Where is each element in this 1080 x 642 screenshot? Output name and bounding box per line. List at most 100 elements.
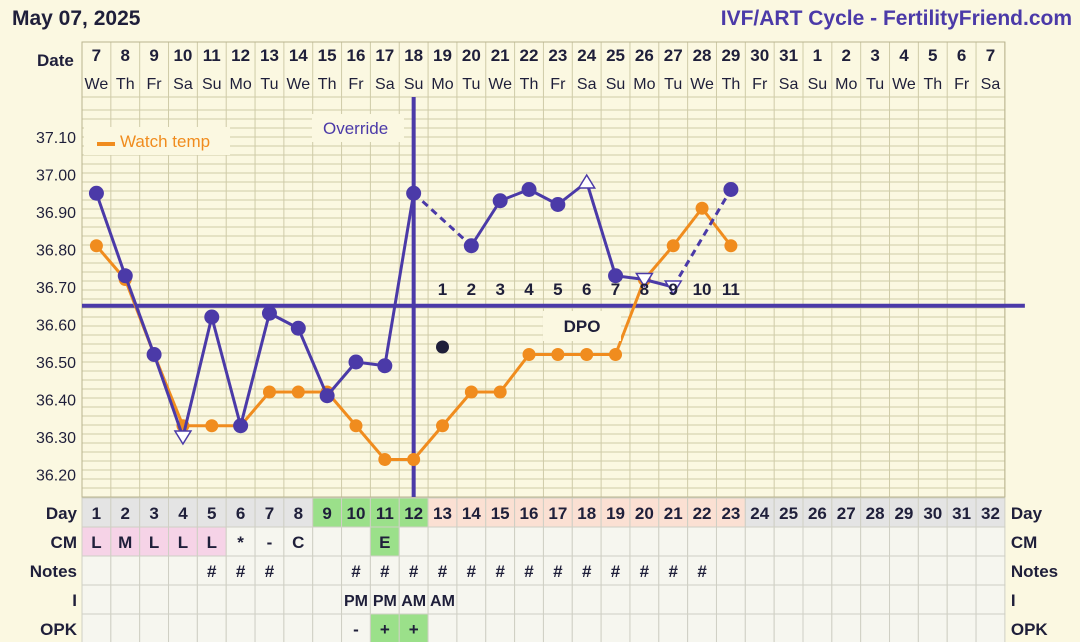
notes-cell-text: #	[640, 562, 650, 581]
day-cell-text: 12	[404, 504, 423, 523]
date-number: 8	[121, 46, 130, 65]
watch-temp-point	[205, 419, 219, 433]
date-number: 14	[289, 46, 308, 65]
grid-border	[81, 41, 1006, 498]
bbt-point	[146, 347, 162, 362]
notes-cell	[658, 555, 689, 586]
day-cell-text: 18	[577, 504, 596, 523]
weekday-label: Fr	[348, 76, 364, 93]
opk-cell	[629, 613, 660, 642]
day-cell-text: 17	[548, 504, 567, 523]
day-cell	[687, 497, 717, 528]
day-cell	[744, 497, 775, 528]
opk-cell	[398, 613, 429, 642]
weekday-label: Fr	[752, 76, 768, 93]
bbt-segment	[152, 354, 185, 438]
i-cell	[312, 584, 343, 615]
opk-cell	[917, 613, 948, 642]
notes-cell	[975, 555, 1006, 586]
weekday-label: Su	[808, 76, 828, 93]
i-cell-text: AM	[430, 593, 455, 610]
i-cell	[946, 584, 977, 615]
date-number: 13	[260, 46, 279, 65]
bbt-point	[521, 182, 537, 197]
bbt-point	[261, 305, 277, 321]
day-cell-text: 32	[981, 504, 1000, 523]
bbt-dashed-segment	[671, 188, 733, 288]
dpo-number: 6	[582, 280, 591, 299]
watch-temp-point	[551, 348, 565, 361]
legend: Watch temp Override	[84, 114, 404, 155]
cm-cell	[860, 526, 891, 557]
opk-cell	[687, 613, 717, 642]
i-cell	[456, 584, 487, 615]
day-cell-text: 21	[664, 504, 683, 523]
opk-cell	[831, 613, 862, 642]
weekday-label: Mo	[431, 76, 453, 93]
bbt-segment	[95, 192, 127, 277]
weekday-label: We	[892, 76, 916, 93]
cm-cell	[485, 526, 516, 557]
day-cell	[975, 497, 1006, 528]
date-number: 12	[231, 46, 250, 65]
weekday-label: Sa	[981, 76, 1001, 93]
i-cell	[168, 584, 198, 615]
day-cell-text: 29	[894, 504, 913, 523]
cm-cell-text: L	[178, 533, 188, 552]
notes-cell-text: #	[524, 562, 534, 581]
opk-cell	[600, 613, 631, 642]
opk-cell	[139, 613, 170, 642]
cm-cell	[687, 526, 717, 557]
opk-cell	[485, 613, 516, 642]
cm-cell	[946, 526, 977, 557]
date-number: 10	[173, 46, 192, 65]
i-cell	[658, 584, 689, 615]
watch-temp-point	[407, 453, 421, 466]
watch-temp-point	[666, 239, 680, 253]
cm-cell	[514, 526, 544, 557]
notes-cell	[831, 555, 862, 586]
bbt-point	[406, 185, 422, 201]
notes-cell	[687, 555, 717, 586]
bbt-segment	[296, 327, 329, 397]
weekday-label: Th	[923, 76, 942, 93]
day-cell-text: 14	[462, 504, 481, 523]
day-cell-text: 15	[491, 504, 510, 523]
day-cell-text: 20	[635, 504, 654, 523]
notes-cell	[917, 555, 948, 586]
weekday-label: Mo	[230, 76, 252, 93]
day-cell-text: 9	[322, 504, 331, 523]
opk-cell	[456, 613, 487, 642]
day-cell	[571, 497, 602, 528]
watch-temp-point	[724, 239, 738, 253]
date-label: Date	[37, 51, 74, 70]
cm-cell-text: E	[379, 533, 390, 552]
legend-override-bg	[312, 114, 404, 142]
other-point	[436, 340, 449, 354]
date-number: 3	[870, 46, 879, 65]
cm-cell	[427, 526, 458, 557]
cm-cell	[773, 526, 804, 557]
day-cell-text: 6	[236, 504, 245, 523]
watch-segment	[672, 207, 704, 247]
notes-cell	[139, 555, 170, 586]
notes-cell-text: #	[467, 562, 477, 581]
day-cell	[341, 497, 371, 528]
weekday-label: We	[690, 76, 714, 93]
cm-cell	[196, 526, 227, 557]
bbt-point	[377, 358, 393, 374]
watch-temp-point	[493, 385, 507, 399]
weekday-label: Th	[722, 76, 741, 93]
bbt-segment	[585, 181, 617, 277]
weekday-label: Su	[202, 76, 222, 93]
opk-cell	[168, 613, 198, 642]
weekday-label: Sa	[173, 76, 193, 93]
i-cell	[917, 584, 948, 615]
day-cell-text: 13	[433, 504, 452, 523]
i-cell	[110, 584, 141, 615]
y-tick-label: 36.20	[36, 468, 76, 485]
opk-cell	[889, 613, 919, 642]
opk-cell	[860, 613, 891, 642]
i-cell	[196, 584, 227, 615]
dpo-number: 1	[438, 280, 447, 299]
